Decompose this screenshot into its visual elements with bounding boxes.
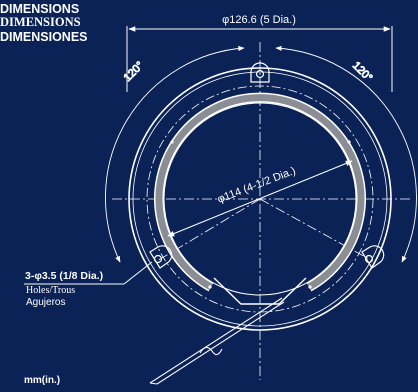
- title-english: DIMENSIONS: [0, 2, 80, 16]
- holes-label-english-french: Holes/Trous: [26, 285, 76, 296]
- title-french: DIMENSIONS: [0, 15, 81, 29]
- mounting-hole-right: [361, 245, 385, 269]
- mounting-hole-left: [149, 245, 173, 269]
- angle-right-label: 120°: [350, 60, 375, 85]
- title-spanish: DIMENSIONES: [0, 30, 88, 44]
- holes-label: 3-φ3.5 (1/8 Dia.): [25, 270, 103, 282]
- angle-left-label: 120°: [122, 60, 147, 85]
- wire: [149, 297, 285, 385]
- unit-label: mm(in.): [24, 375, 61, 386]
- outer-diameter-label: φ126.6 (5 Dia.): [222, 14, 296, 26]
- tick-marks: [170, 140, 351, 289]
- mounting-hole-top: [250, 62, 270, 83]
- grille-ring: [154, 92, 366, 305]
- holes-label-spanish: Agujeros: [26, 297, 66, 308]
- angle-arcs: 120° 120°: [105, 45, 417, 263]
- holes-leader: 3-φ3.5 (1/8 Dia.): [24, 261, 153, 285]
- outer-diameter-dimension: φ126.6 (5 Dia.): [126, 14, 393, 92]
